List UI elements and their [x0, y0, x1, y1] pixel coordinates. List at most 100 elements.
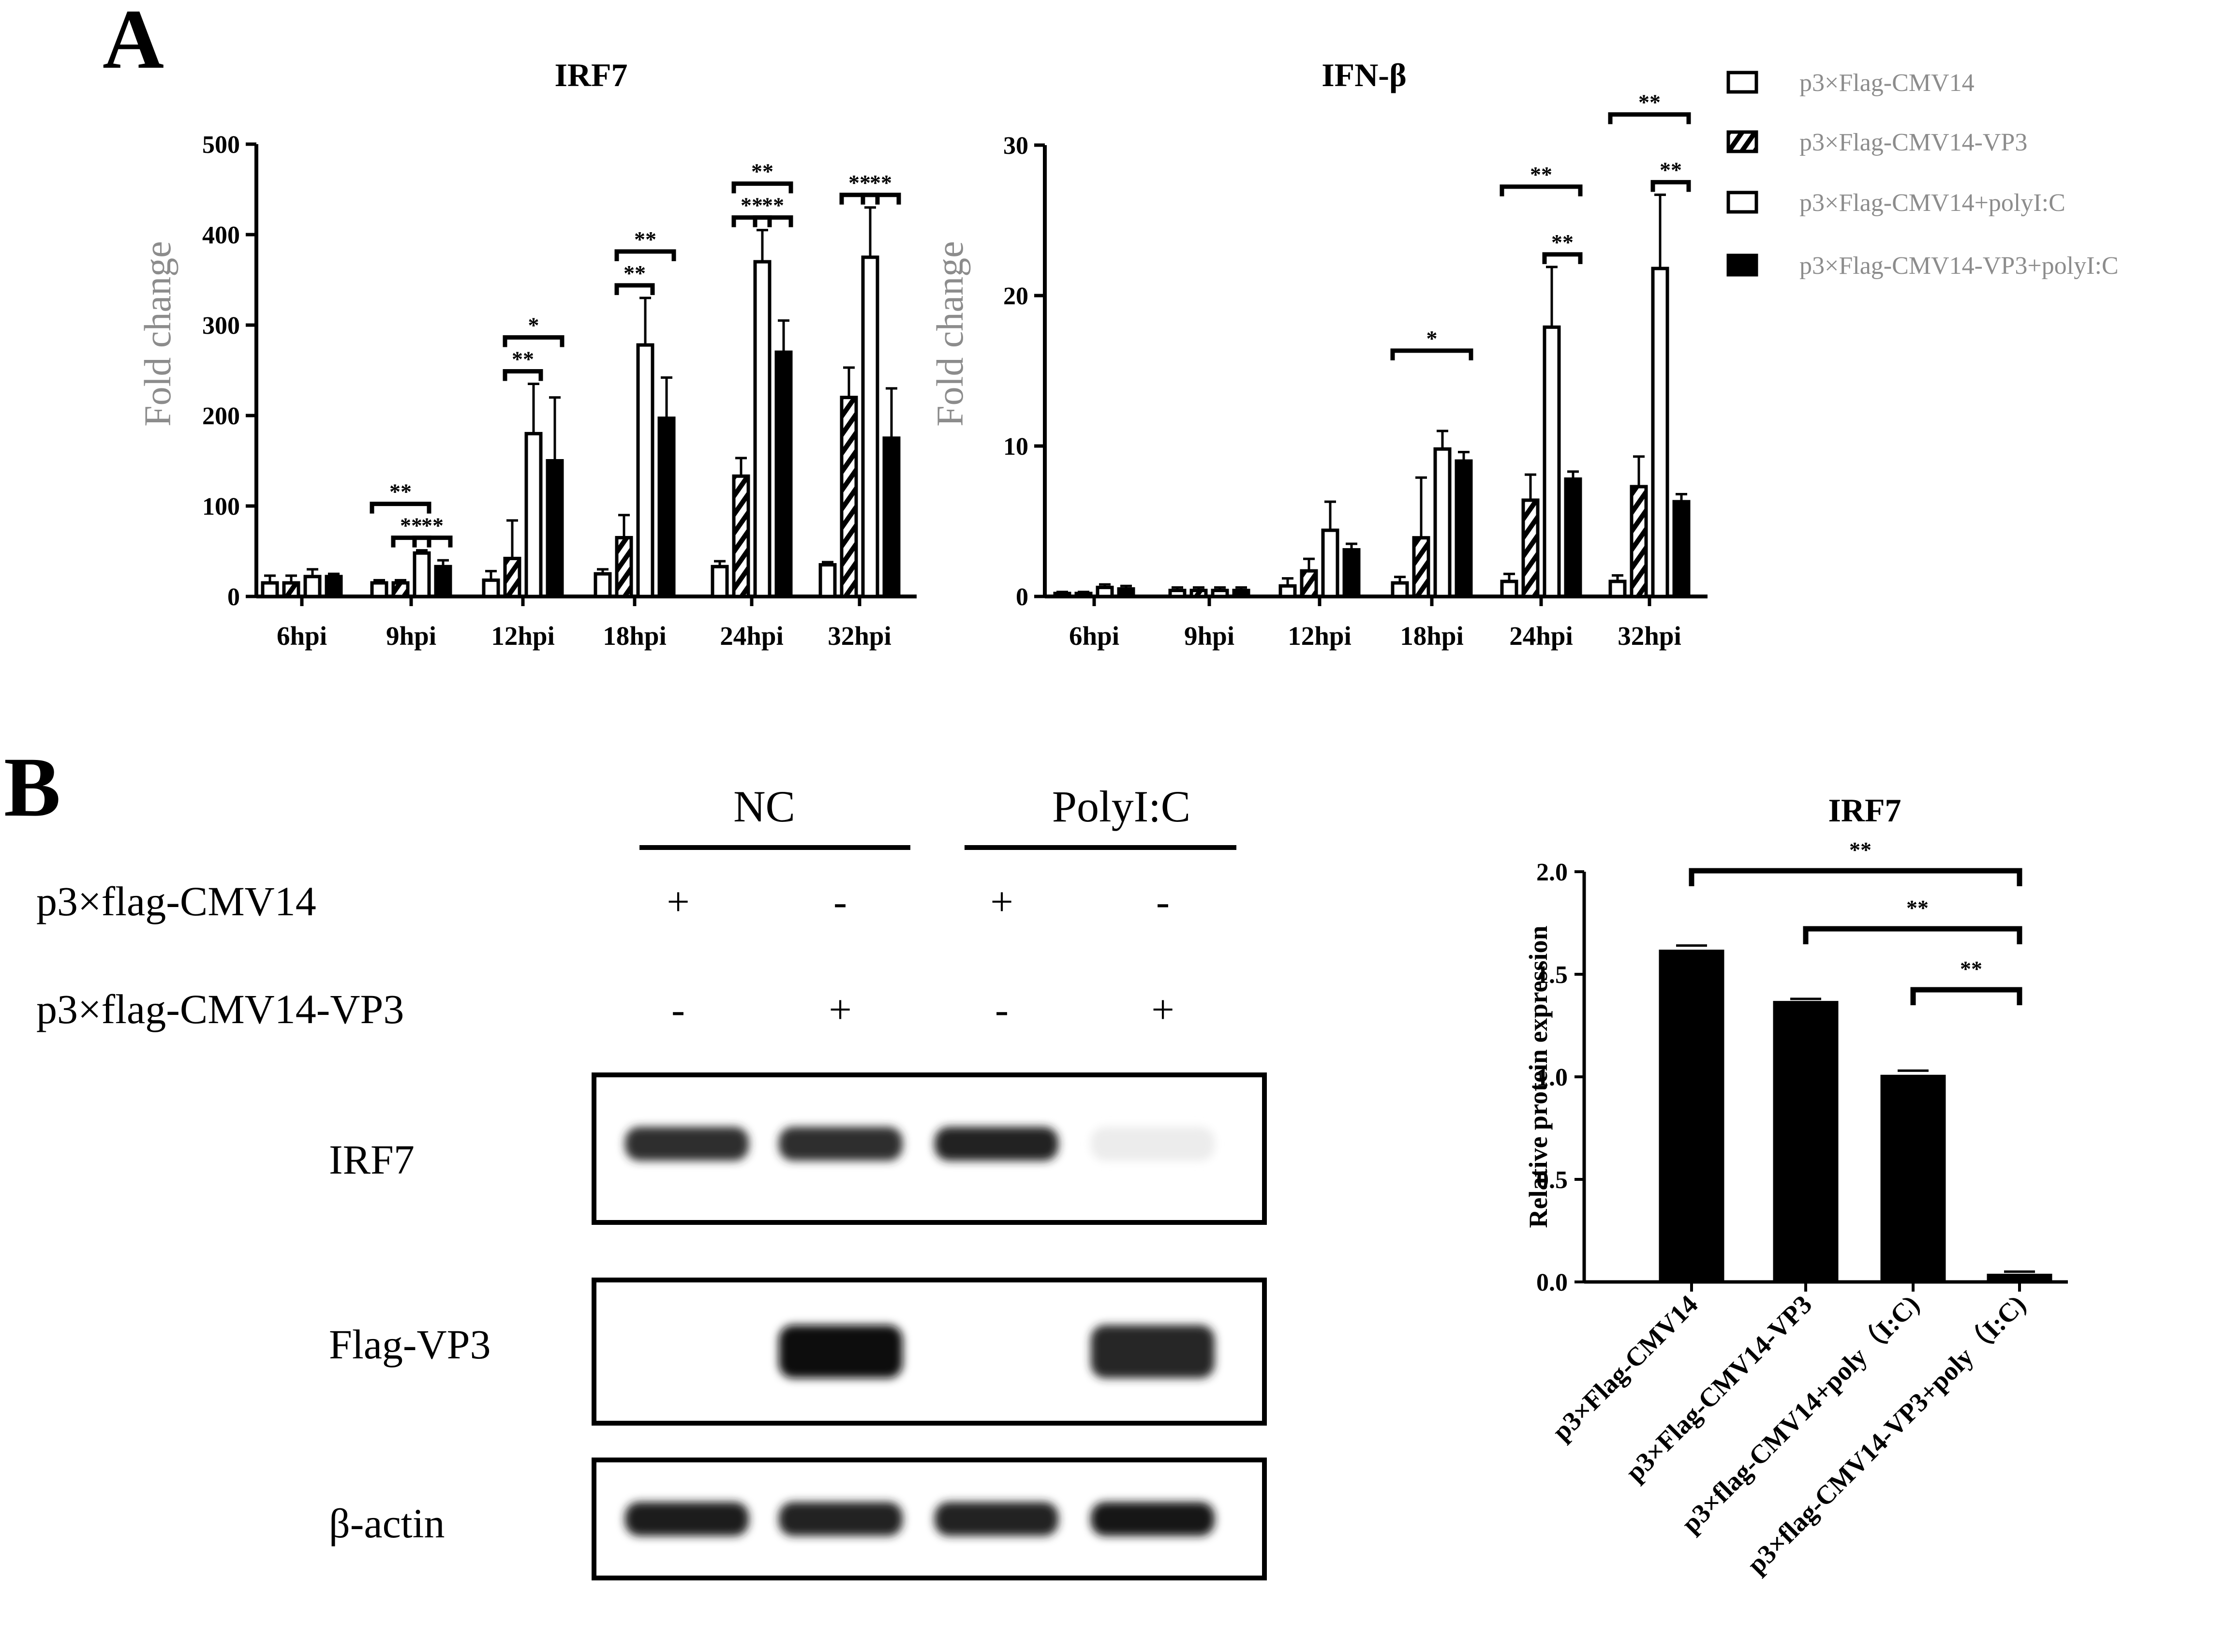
- legend-swatch: [1726, 130, 1758, 153]
- blot-row-label: IRF7: [329, 1136, 415, 1183]
- y-tick-label: 0: [227, 583, 240, 611]
- significance-label: *: [528, 313, 539, 338]
- significance-label: **: [1530, 162, 1552, 187]
- significance-bracket: [1390, 348, 1473, 360]
- significance-bracket: [503, 369, 543, 381]
- significance-bracket: [839, 193, 880, 205]
- x-tick-label: 18hpi: [1400, 621, 1463, 651]
- blot-band: [1091, 1127, 1215, 1161]
- y-tick-label: 1.0: [1536, 1064, 1568, 1091]
- bar: [524, 432, 543, 598]
- legend: p3×Flag-CMV14 p3×Flag-CMV14-VP3 p3×Flag-CM…: [1726, 69, 2119, 280]
- bar: [594, 572, 612, 598]
- significance-label: **: [741, 193, 763, 218]
- blot-band: [625, 1502, 749, 1536]
- y-tick-label: 0: [1016, 583, 1028, 611]
- x-tick-label: 12hpi: [491, 621, 554, 651]
- significance-label: **: [848, 170, 871, 195]
- bar: [1500, 580, 1518, 598]
- bar: [1096, 585, 1114, 598]
- condition-label: p3×flag-CMV14: [36, 878, 316, 924]
- condition-sign: -: [671, 987, 685, 1032]
- blot-band: [935, 1502, 1058, 1536]
- significance-bracket: [1500, 184, 1583, 196]
- blot-band: [779, 1127, 903, 1161]
- bar: [1211, 589, 1229, 598]
- bar: [1117, 587, 1135, 598]
- y-tick-label: 200: [202, 402, 240, 430]
- y-tick-label: 100: [202, 493, 240, 521]
- y-tick-label: 0.0: [1536, 1269, 1568, 1296]
- bar: [1659, 950, 1724, 1282]
- condition-sign: +: [1151, 987, 1174, 1032]
- bar: [1630, 485, 1648, 598]
- bar: [482, 578, 500, 598]
- bar: [303, 575, 322, 598]
- bar: [1455, 459, 1473, 598]
- y-tick-label: 10: [1003, 433, 1028, 461]
- significance-bracket: [1650, 180, 1691, 192]
- bar: [1608, 580, 1627, 598]
- bar: [1342, 548, 1361, 598]
- significance-bracket: [503, 335, 564, 347]
- bar: [1433, 447, 1452, 598]
- chart-title: IRF7: [554, 57, 627, 93]
- x-tick-label: 18hpi: [603, 621, 666, 651]
- bar: [370, 581, 388, 598]
- significance-label: **: [624, 261, 646, 285]
- irf7-protein-chart: IRF7 Relative protein expression 0.0 0.5 1…: [1524, 792, 2068, 1579]
- x-tick-label: 24hpi: [1509, 621, 1573, 651]
- y-tick-label: 400: [202, 222, 240, 249]
- significance-bracket: [731, 215, 772, 227]
- y-tick-label: 2.0: [1536, 859, 1568, 886]
- significance-label: **: [762, 193, 784, 218]
- bar: [1987, 1274, 2052, 1282]
- bar: [818, 563, 837, 598]
- group-label-polyic: PolyI:C: [1052, 782, 1190, 831]
- blot-band: [779, 1325, 903, 1378]
- x-tick-label: 9hpi: [1184, 621, 1234, 651]
- significance-bracket: [861, 193, 901, 205]
- y-axis-label: Fold change: [929, 241, 971, 426]
- bar: [1391, 581, 1409, 598]
- bar: [1412, 536, 1430, 598]
- x-tick-label: 6hpi: [277, 621, 327, 651]
- significance-label: *: [1426, 326, 1438, 351]
- bar: [1053, 592, 1071, 598]
- significance-bracket: [614, 249, 676, 261]
- irf7-qpcr-chart: IRF7 Fold change 0 100 200 300 400 500 6hpi 9hp…: [136, 57, 917, 651]
- significance-bracket: [391, 536, 431, 548]
- bar: [1564, 477, 1582, 598]
- condition-sign: -: [833, 879, 847, 924]
- chart-title: IRF7: [1828, 792, 1901, 829]
- significance-bracket: [1542, 252, 1583, 264]
- legend-swatch: [1726, 191, 1758, 214]
- x-tick-label: 24hpi: [720, 621, 783, 651]
- blot-row-label: β-actin: [329, 1500, 445, 1547]
- bar: [1189, 589, 1208, 598]
- condition-sign: -: [995, 987, 1009, 1032]
- bar: [434, 565, 452, 598]
- significance-bracket: [412, 536, 453, 548]
- x-tick-label: 6hpi: [1069, 621, 1119, 651]
- significance-bracket: [731, 181, 793, 193]
- significance-label: **: [1551, 230, 1574, 254]
- condition-sign: +: [990, 879, 1013, 924]
- y-tick-label: 0.5: [1536, 1166, 1568, 1194]
- blot-band: [935, 1127, 1058, 1161]
- ifnb-qpcr-chart: IFN-β Fold change 0 10 20 30 6hpi 9hpi 12hpi 18…: [929, 57, 1708, 651]
- y-tick-label: 20: [1003, 283, 1028, 310]
- significance-bracket: [1689, 868, 2022, 886]
- legend-label: p3×Flag-CMV14-VP3: [1799, 129, 2027, 156]
- significance-bracket: [614, 283, 655, 295]
- bar: [325, 575, 343, 598]
- bar: [1232, 589, 1250, 598]
- bar: [1300, 569, 1318, 598]
- bar: [1543, 325, 1561, 598]
- bar: [657, 417, 676, 598]
- condition-sign: +: [667, 879, 689, 924]
- significance-label: **: [870, 170, 892, 195]
- condition-sign: +: [829, 987, 851, 1032]
- bar: [882, 436, 901, 598]
- blot-band: [1091, 1502, 1215, 1536]
